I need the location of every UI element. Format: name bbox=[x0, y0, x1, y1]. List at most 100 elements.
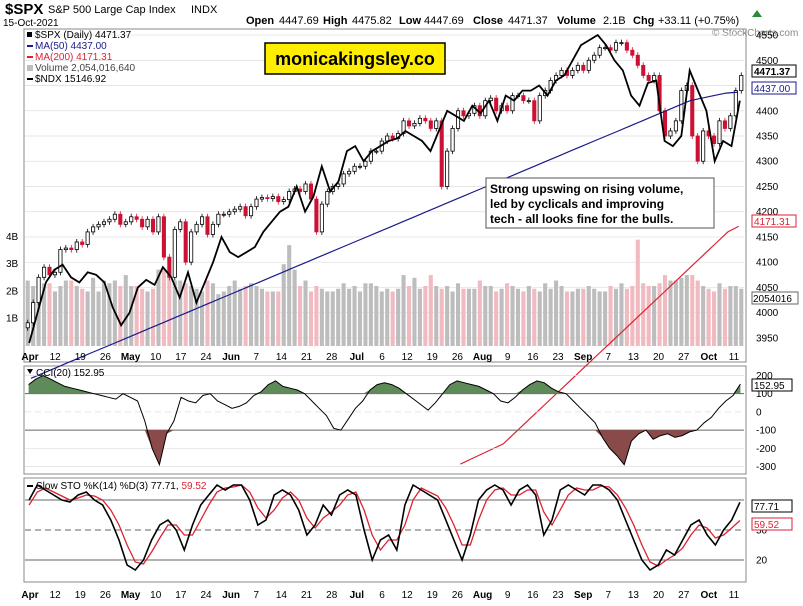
volume-bar bbox=[319, 288, 324, 346]
candle-body bbox=[107, 218, 112, 223]
candle-body bbox=[238, 206, 243, 210]
cci-line bbox=[28, 374, 741, 467]
last-price-label: 4471.37 bbox=[754, 67, 791, 78]
chart-date: 15-Oct-2021 bbox=[3, 18, 59, 29]
candle-body bbox=[74, 241, 79, 250]
candle-body bbox=[630, 49, 635, 56]
candle-body bbox=[36, 276, 41, 303]
volume-bar bbox=[52, 291, 58, 346]
cci-panel-frame bbox=[23, 365, 747, 475]
candle-body bbox=[129, 216, 134, 223]
candle-body bbox=[423, 117, 428, 122]
x-tick-label: 12 bbox=[402, 352, 414, 363]
volume-bar bbox=[85, 291, 90, 346]
volume-bar bbox=[227, 286, 232, 346]
volume-bar bbox=[156, 269, 161, 346]
volume-bar bbox=[619, 283, 624, 346]
sto-k-box bbox=[751, 499, 793, 513]
volume-bar bbox=[232, 280, 237, 346]
x-tick-label: 28 bbox=[326, 352, 338, 363]
legend-volume: Volume 2,054,016,640 bbox=[35, 63, 136, 74]
volume-bar bbox=[733, 286, 738, 346]
volume-bar bbox=[684, 275, 689, 346]
low-label: Low bbox=[399, 15, 421, 27]
candle-body bbox=[570, 69, 575, 76]
volume-tick-label: 4B bbox=[6, 232, 19, 243]
candle-body bbox=[613, 42, 619, 51]
x-tick-label: 13 bbox=[628, 352, 640, 363]
x-tick-label: 21 bbox=[301, 590, 313, 601]
candle-body bbox=[58, 249, 63, 273]
candle-body bbox=[733, 90, 738, 117]
candle-body bbox=[717, 120, 722, 144]
candle-body bbox=[679, 90, 684, 122]
x-tick-label: 12 bbox=[402, 590, 414, 601]
volume-bar bbox=[575, 288, 580, 346]
volume-box-label: 2054016 bbox=[753, 294, 792, 305]
volume-bar bbox=[652, 286, 657, 346]
volume-bar bbox=[728, 286, 733, 346]
candle-body bbox=[308, 183, 313, 200]
ma200-line bbox=[460, 225, 739, 465]
candle-body bbox=[189, 231, 194, 263]
candle-body bbox=[259, 197, 264, 200]
candle-body bbox=[586, 59, 591, 71]
volume-bar bbox=[178, 280, 183, 346]
x-tick-label: 19 bbox=[75, 590, 87, 601]
price-tick-label: 4000 bbox=[756, 308, 779, 319]
volume-bar bbox=[287, 245, 292, 346]
price-tick-label: 4050 bbox=[756, 283, 779, 294]
ndx-line bbox=[28, 33, 741, 344]
candle-body bbox=[450, 128, 455, 152]
candle-body bbox=[254, 198, 259, 208]
price-tick-label: 4350 bbox=[756, 132, 779, 143]
volume-bar bbox=[401, 275, 406, 346]
price-tick-label: 4250 bbox=[756, 182, 779, 193]
volume-bar bbox=[455, 283, 461, 346]
candle-body bbox=[80, 241, 85, 245]
volume-bar bbox=[466, 288, 471, 346]
volume-bar bbox=[450, 291, 455, 346]
x-tick-label: 14 bbox=[276, 352, 288, 363]
volume-bar bbox=[515, 288, 520, 346]
volume-bar bbox=[717, 283, 722, 346]
volume-bar bbox=[624, 288, 629, 346]
candle-body bbox=[532, 100, 537, 122]
price-tick-label: 4400 bbox=[756, 106, 779, 117]
candle-body bbox=[249, 206, 254, 217]
x-tick-label: 10 bbox=[150, 590, 162, 601]
volume-bar bbox=[216, 294, 221, 346]
x-tick-label: 24 bbox=[200, 352, 212, 363]
volume-label: Volume bbox=[557, 15, 596, 27]
cci-y-axis: -300 -200 -100 0 100 200 bbox=[756, 371, 776, 473]
volume-bar bbox=[243, 286, 248, 346]
volume-bars bbox=[25, 239, 744, 346]
candle-body bbox=[319, 203, 324, 233]
volume-bar bbox=[494, 291, 499, 346]
candle-body bbox=[521, 95, 526, 102]
volume-bar bbox=[172, 280, 177, 346]
volume-bar bbox=[194, 288, 199, 346]
x-tick-label: 23 bbox=[552, 352, 564, 363]
volume-bar bbox=[428, 275, 433, 346]
sto-grid bbox=[25, 499, 744, 561]
volume-bar bbox=[265, 291, 270, 346]
candle-body bbox=[194, 223, 199, 233]
sto-d-box bbox=[751, 517, 793, 531]
volume-bar bbox=[161, 269, 166, 346]
x-tick-label: 26 bbox=[100, 352, 112, 363]
candle-body bbox=[118, 213, 123, 225]
up-arrow-icon bbox=[752, 10, 762, 17]
x-tick-label: 27 bbox=[678, 590, 690, 601]
ma50-label: 4437.00 bbox=[754, 84, 791, 95]
volume-bar bbox=[63, 280, 68, 346]
legend-swatch-spx bbox=[27, 32, 32, 37]
candle-body bbox=[695, 135, 700, 162]
sto-tick-label: 50 bbox=[756, 526, 768, 537]
sto-tick-label: 20 bbox=[756, 556, 768, 567]
candle-body bbox=[575, 64, 580, 71]
volume-bar bbox=[249, 283, 254, 346]
candle-body bbox=[690, 85, 695, 137]
volume-bar bbox=[445, 286, 450, 346]
exchange-label: INDX bbox=[191, 4, 218, 16]
